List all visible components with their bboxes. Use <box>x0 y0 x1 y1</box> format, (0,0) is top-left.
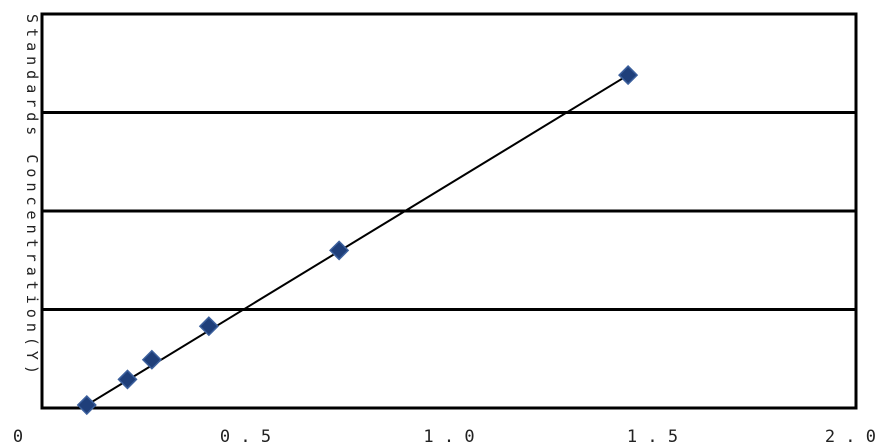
data-point <box>618 65 639 86</box>
fit-line <box>86 74 629 406</box>
x-tick-label: 1 . 0 <box>423 427 474 444</box>
x-tick-labels: 0 0 . 5 1 . 0 1 . 5 2 . 0 <box>13 427 876 444</box>
data-point <box>117 369 138 390</box>
data-points <box>76 65 639 416</box>
data-point <box>329 240 350 261</box>
y-axis-label: Standards Concentration(Y) <box>23 14 41 374</box>
data-point <box>76 394 97 416</box>
x-tick-label: 1 . 5 <box>627 427 678 444</box>
x-tick-label: 2 . 0 <box>825 427 876 444</box>
x-tick-label: 0 <box>13 427 23 444</box>
data-point <box>198 316 219 337</box>
grid-lines <box>42 111 856 311</box>
fit-line-layer <box>86 74 629 406</box>
data-point <box>141 349 162 370</box>
plot-frame <box>40 12 858 410</box>
x-tick-label: 0 . 5 <box>220 427 271 444</box>
